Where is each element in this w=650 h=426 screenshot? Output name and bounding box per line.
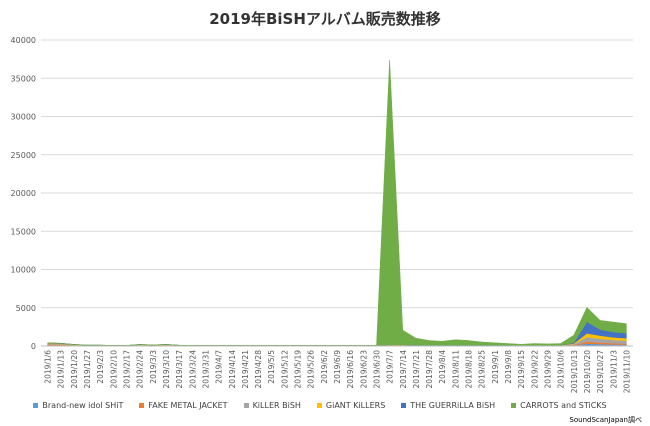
y-tick-label-0: 0 — [31, 342, 36, 351]
x-tick-label-4: 2019/2/3 — [96, 350, 105, 384]
x-tick-label-10: 2019/3/17 — [175, 350, 184, 389]
x-tick-label-9: 2019/3/10 — [162, 350, 171, 389]
x-tick-label-25: 2019/6/30 — [372, 350, 381, 389]
x-tick-label-35: 2019/9/8 — [504, 350, 513, 384]
x-tick-label-29: 2019/7/28 — [425, 350, 434, 389]
x-tick-label-18: 2019/5/12 — [280, 350, 289, 389]
legend-swatch-1 — [139, 403, 145, 408]
x-tick-label-15: 2019/4/21 — [241, 350, 250, 389]
y-tick-label-7: 35000 — [11, 74, 36, 83]
legend-label-0: Brand-new idol SHiT — [42, 401, 124, 410]
x-tick-label-17: 2019/5/5 — [267, 350, 276, 384]
x-tick-label-16: 2019/4/28 — [254, 350, 263, 389]
legend-item-3: GiANT KiLLERS — [316, 401, 386, 410]
x-tick-label-8: 2019/3/3 — [149, 350, 158, 384]
legend-item-2: KiLLER BiSH — [243, 401, 301, 410]
x-tick-label-12: 2019/3/31 — [201, 350, 210, 389]
x-tick-label-30: 2019/8/4 — [438, 350, 447, 384]
legend-swatch-3 — [316, 403, 322, 408]
y-tick-label-2: 10000 — [11, 266, 36, 275]
chart-legend: Brand-new idol SHiT FAKE METAL JACKET KiLL… — [33, 401, 607, 410]
legend-label-3: GiANT KiLLERS — [325, 401, 386, 410]
source-note: SoundScanJapan調べ — [569, 416, 642, 424]
legend-swatch-0 — [33, 403, 39, 408]
legend-label-2: KiLLER BiSH — [252, 401, 301, 410]
legend-label-1: FAKE METAL JACKET — [148, 401, 228, 410]
x-tick-label-11: 2019/3/24 — [188, 350, 197, 389]
legend-item-0: Brand-new idol SHiT — [33, 401, 123, 410]
x-tick-label-32: 2019/8/18 — [465, 350, 474, 389]
x-tick-label-26: 2019/7/7 — [386, 350, 395, 384]
x-tick-label-39: 2019/10/6 — [557, 350, 566, 389]
x-tick-label-19: 2019/5/19 — [294, 350, 303, 389]
x-tick-label-21: 2019/6/2 — [320, 350, 329, 384]
legend-swatch-2 — [243, 403, 249, 408]
legend-item-4: THE GUERRiLLA BiSH — [401, 401, 495, 410]
x-tick-label-38: 2019/9/29 — [543, 350, 552, 389]
legend-label-4: THE GUERRiLLA BiSH — [410, 401, 496, 410]
x-tick-label-31: 2019/8/11 — [451, 350, 460, 389]
x-tick-label-13: 2019/4/7 — [215, 350, 224, 384]
x-tick-label-37: 2019/9/22 — [530, 350, 539, 389]
x-tick-label-23: 2019/6/16 — [346, 350, 355, 389]
x-tick-label-41: 2019/10/20 — [583, 350, 592, 393]
x-tick-label-1: 2019/1/13 — [57, 350, 66, 389]
x-tick-label-6: 2019/2/17 — [123, 350, 132, 389]
x-tick-label-44: 2019/11/10 — [622, 350, 631, 393]
legend-item-1: FAKE METAL JACKET — [139, 401, 228, 410]
x-tick-label-2: 2019/1/20 — [70, 350, 79, 389]
legend-swatch-5 — [511, 403, 517, 408]
x-tick-label-24: 2019/6/23 — [359, 350, 368, 389]
x-tick-label-28: 2019/7/21 — [412, 350, 421, 389]
x-tick-label-43: 2019/11/3 — [609, 350, 618, 389]
x-tick-label-0: 2019/1/6 — [44, 350, 53, 384]
x-tick-label-22: 2019/6/9 — [333, 350, 342, 384]
x-tick-label-27: 2019/7/14 — [399, 350, 408, 389]
x-tick-label-42: 2019/10/27 — [596, 350, 605, 393]
series-area-4 — [47, 321, 627, 346]
x-tick-label-14: 2019/4/14 — [228, 350, 237, 389]
y-tick-label-3: 15000 — [11, 227, 36, 236]
y-tick-label-1: 5000 — [16, 304, 36, 313]
x-tick-label-3: 2019/1/27 — [83, 350, 92, 389]
x-tick-label-7: 2019/2/24 — [136, 350, 145, 389]
y-tick-label-6: 30000 — [11, 113, 36, 122]
legend-label-5: CARROTS and STiCKS — [520, 401, 607, 410]
x-tick-label-5: 2019/2/10 — [109, 350, 118, 389]
x-tick-label-20: 2019/5/26 — [307, 350, 316, 389]
legend-swatch-4 — [401, 403, 407, 408]
x-tick-label-33: 2019/8/25 — [478, 350, 487, 389]
x-tick-label-36: 2019/9/15 — [517, 350, 526, 389]
x-tick-label-34: 2019/9/1 — [491, 350, 500, 384]
chart-title: 2019年BiSHアルバム販売数推移 — [209, 10, 441, 28]
y-tick-label-4: 20000 — [11, 189, 36, 198]
y-tick-label-8: 40000 — [11, 36, 36, 45]
y-tick-label-5: 25000 — [11, 151, 36, 160]
x-tick-label-40: 2019/10/13 — [570, 350, 579, 393]
series-area-5 — [47, 60, 627, 346]
legend-item-5: CARROTS and STiCKS — [511, 401, 607, 410]
